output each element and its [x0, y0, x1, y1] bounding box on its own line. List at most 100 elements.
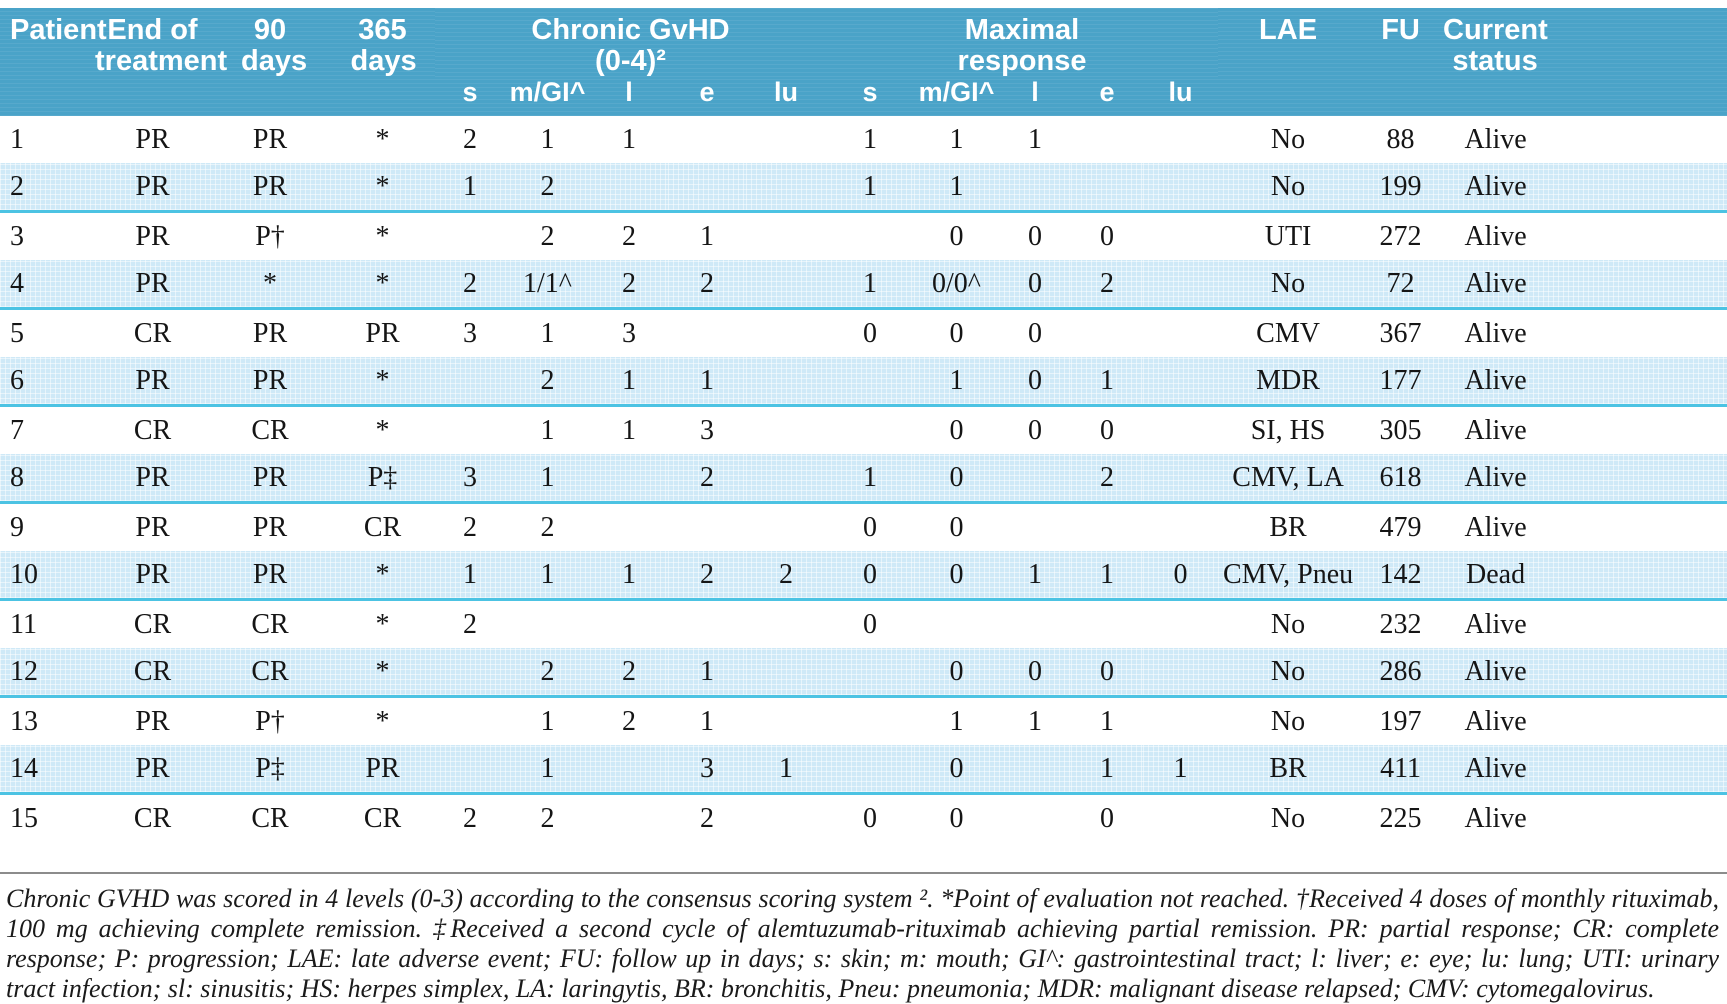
- cell-lae: MDR: [1218, 357, 1359, 407]
- column-group-chronic-gvhd: Chronic GvHD (0-4)²: [435, 8, 826, 77]
- cell-365-days: *: [330, 551, 435, 601]
- cell-end-of-treatment: CR: [133, 608, 172, 640]
- column-header-lae: LAE: [1218, 8, 1359, 116]
- cell-maximal-lung: [1143, 600, 1218, 649]
- cell-maximal-liver: [999, 503, 1071, 552]
- cell-fu: 232: [1379, 608, 1422, 640]
- cell-maximal-eye: [1071, 600, 1143, 649]
- cell-chronic-lung: [746, 454, 826, 504]
- cell-chronic-lung: [746, 794, 826, 843]
- cell-current-status: Alive: [1443, 648, 1727, 698]
- table-row: 11 CR CR * 2 0 No 232 Alive: [0, 600, 1727, 649]
- cell-maximal-mouth-gi: 1: [949, 123, 964, 155]
- cell-90-days: P†: [255, 220, 285, 252]
- cell-fu: 177: [1358, 357, 1444, 407]
- cell-chronic-liver: 2: [622, 220, 636, 252]
- cell-patient: 6: [0, 357, 95, 407]
- cell-chronic-skin: [435, 212, 505, 261]
- cell-current-status: Alive: [1464, 123, 1527, 155]
- cell-maximal-eye: 2: [1071, 454, 1143, 504]
- cell-90-days: CR: [251, 608, 289, 640]
- cell-maximal-liver: [999, 454, 1071, 504]
- patient-outcomes-table: Patient End of treatment 90 days 365 day…: [0, 8, 1727, 842]
- cell-maximal-lung: [1143, 357, 1219, 407]
- cell-fu: 305: [1379, 414, 1422, 446]
- cell-maximal-mouth-gi: 0: [949, 802, 964, 834]
- subcolumn-maximal-skin: s: [826, 77, 914, 116]
- cell-lae: No: [1270, 802, 1306, 834]
- cell-chronic-lung: [746, 406, 826, 455]
- cell-chronic-eye: [668, 163, 746, 213]
- cell-maximal-eye: 0: [1100, 220, 1114, 252]
- cell-365-days: *: [330, 163, 435, 213]
- subcolumn-maximal-eye: e: [1071, 77, 1143, 116]
- cell-patient: 3: [10, 220, 24, 252]
- cell-chronic-eye: 1: [668, 648, 746, 698]
- cell-current-status: Alive: [1464, 220, 1527, 252]
- cell-chronic-eye: 1: [700, 705, 714, 737]
- cell-lae: SI, HS: [1250, 414, 1326, 446]
- cell-chronic-lung: [746, 260, 826, 310]
- cell-90-days: PR: [252, 317, 288, 349]
- table-row: 9 PR PR CR 2 2 0 0 BR 479 Alive: [0, 503, 1727, 552]
- cell-fu: 367: [1379, 317, 1422, 349]
- cell-90-days: PR: [210, 163, 330, 213]
- cell-90-days: CR: [251, 414, 289, 446]
- cell-chronic-liver: [590, 454, 668, 504]
- cell-maximal-lung: [1143, 260, 1219, 310]
- cell-chronic-lung: [746, 503, 826, 552]
- cell-chronic-mouth-gi: 1: [540, 705, 555, 737]
- cell-current-status: Alive: [1443, 163, 1727, 213]
- cell-chronic-skin: [435, 648, 505, 698]
- cell-maximal-skin: 0: [863, 511, 877, 543]
- cell-end-of-treatment: PR: [95, 745, 210, 795]
- cell-current-status: Alive: [1464, 705, 1527, 737]
- cell-90-days: P†: [255, 705, 285, 737]
- cell-chronic-eye: 2: [668, 551, 746, 601]
- cell-maximal-liver: 0: [999, 648, 1071, 698]
- cell-maximal-skin: [826, 406, 914, 455]
- cell-end-of-treatment: CR: [133, 802, 172, 834]
- cell-lae: CMV: [1256, 317, 1320, 349]
- cell-chronic-liver: [590, 745, 668, 795]
- cell-patient: 5: [10, 317, 24, 349]
- table-row: 14 PR P‡ PR 1 3 1 0 1 1 BR 411 Alive: [0, 745, 1727, 795]
- table-row: 4 PR * * 2 1/1^ 2 2 1 0/0^ 0 2 No 72 Ali…: [0, 260, 1727, 310]
- cell-chronic-liver: [590, 503, 668, 552]
- cell-patient: 14: [0, 745, 95, 795]
- cell-maximal-eye: 0: [1071, 648, 1143, 698]
- cell-patient: 12: [0, 648, 95, 698]
- table-row: 10 PR PR * 1 1 1 2 2 0 0 1 1 0 CMV, Pneu…: [0, 551, 1727, 601]
- cell-365-days: CR: [363, 802, 402, 834]
- cell-maximal-mouth-gi: 1: [914, 357, 999, 407]
- cell-chronic-lung: [746, 163, 826, 213]
- cell-maximal-lung: [1143, 697, 1218, 746]
- cell-lae: No: [1270, 608, 1306, 640]
- cell-lae: No: [1218, 260, 1359, 310]
- cell-maximal-mouth-gi: 0: [914, 745, 999, 795]
- cell-lae: No: [1218, 163, 1359, 213]
- cell-patient: 4: [0, 260, 95, 310]
- cell-chronic-mouth-gi: 2: [505, 163, 590, 213]
- cell-end-of-treatment: PR: [95, 357, 210, 407]
- cell-maximal-eye: 1: [1071, 551, 1143, 601]
- cell-chronic-skin: 2: [463, 123, 477, 155]
- cell-chronic-lung: [746, 600, 826, 649]
- cell-patient: 13: [10, 705, 38, 737]
- cell-chronic-liver: 1: [622, 123, 636, 155]
- cell-current-status: Alive: [1443, 454, 1727, 504]
- cell-fu: 225: [1379, 802, 1422, 834]
- cell-chronic-skin: [435, 697, 505, 746]
- column-header-90-days: 90 days: [210, 8, 330, 116]
- cell-maximal-skin: [826, 212, 914, 261]
- cell-current-status: Alive: [1464, 608, 1527, 640]
- cell-maximal-skin: 0: [826, 551, 914, 601]
- cell-90-days: PR: [210, 551, 330, 601]
- cell-lae: No: [1270, 705, 1306, 737]
- cell-current-status: Alive: [1443, 357, 1727, 407]
- cell-chronic-skin: 2: [435, 260, 505, 310]
- cell-maximal-skin: [826, 745, 914, 795]
- cell-chronic-skin: 2: [463, 511, 477, 543]
- cell-lae: CMV, Pneu: [1218, 551, 1359, 601]
- cell-365-days: *: [375, 414, 390, 446]
